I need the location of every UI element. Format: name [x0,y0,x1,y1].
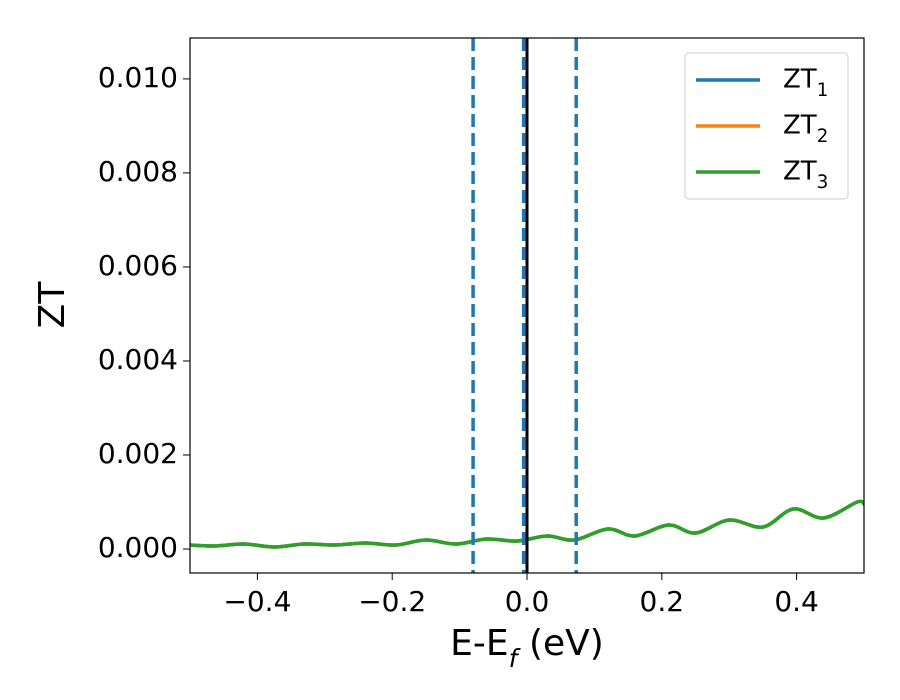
x-tick-label: −0.4 [223,585,291,618]
legend-box [684,52,849,200]
line-series [190,499,864,549]
x-tick-label: 0.2 [640,585,685,618]
y-tick-label: 0.010 [98,61,178,94]
y-tick-label: 0.004 [98,343,178,376]
y-tick-label: 0.008 [98,155,178,188]
axes-frame [189,37,865,574]
plot-area [190,38,864,573]
x-tick-label: 0.4 [774,585,819,618]
x-tick-label: 0.0 [505,585,550,618]
y-tick-label: 0.002 [98,437,178,470]
y-tick-label: 0.000 [98,531,178,564]
y-tick-label: 0.006 [98,249,178,282]
x-tick-label: −0.2 [358,585,426,618]
x-axis-label: E-Ef (eV) [450,623,604,673]
y-axis-label: ZT [32,281,73,329]
